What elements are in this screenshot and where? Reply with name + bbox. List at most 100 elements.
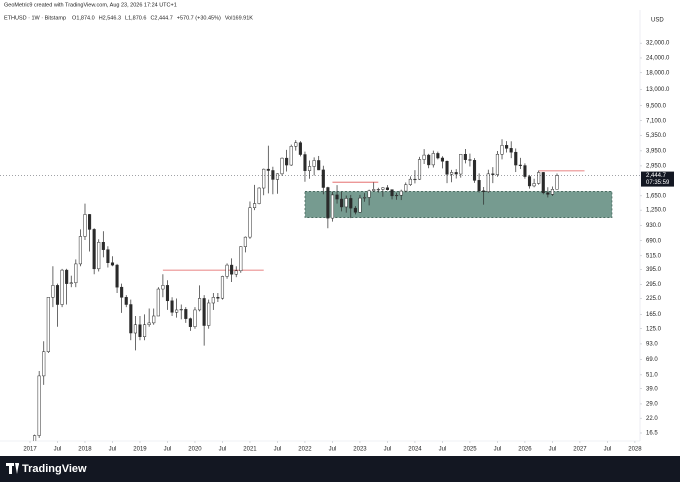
- candle-body: [106, 249, 110, 263]
- candle-body: [266, 168, 270, 171]
- symbol-legend: ETHUSD · 1W · Bitstamp O1,874.0 H2,546.3 L…: [4, 15, 253, 21]
- candle-body: [248, 207, 252, 238]
- candle-body: [390, 189, 394, 197]
- y-tick-label: 930.0: [646, 223, 662, 229]
- candle-body: [156, 288, 160, 317]
- candle-body: [202, 298, 206, 326]
- x-tick-label: 2025: [463, 447, 477, 453]
- quote-item: O1,874.0: [72, 15, 95, 21]
- candle-body: [532, 183, 536, 187]
- candle-body: [454, 172, 458, 175]
- candle-body: [527, 176, 532, 187]
- candle-body: [541, 172, 545, 194]
- candle-body: [523, 165, 527, 177]
- x-tick-label: 2022: [298, 447, 312, 453]
- candle-body: [427, 154, 431, 166]
- candle-body: [207, 302, 211, 326]
- x-tick-label: Jul: [274, 447, 282, 453]
- y-tick-label: 3,950.0: [646, 148, 667, 154]
- quote-item: +570.7 (+30.45%): [177, 15, 221, 21]
- candle-body: [468, 159, 472, 161]
- candle-body: [42, 351, 46, 377]
- candle-body: [518, 164, 522, 166]
- candle-body: [330, 194, 335, 219]
- created-note: GeoMetric9 created with TradingView.com,…: [4, 2, 177, 8]
- candle-body: [413, 178, 417, 181]
- candle-body: [477, 180, 481, 192]
- candle-body: [152, 315, 156, 324]
- symbol: ETHUSD · 1W · Bitstamp: [4, 15, 66, 21]
- logo-text: TradingView: [22, 463, 87, 475]
- plot-area: [33, 139, 613, 441]
- candle-body: [500, 145, 504, 155]
- y-tick-label: 395.0: [646, 267, 662, 273]
- candle-body: [422, 154, 426, 160]
- candle-body: [220, 276, 225, 299]
- candle-body: [97, 242, 101, 270]
- quote-item: C2,444.7: [150, 15, 172, 21]
- candle-body: [399, 190, 403, 196]
- candle-body: [550, 189, 554, 195]
- y-tick-label: 22.0: [646, 416, 658, 422]
- candle-body: [55, 285, 60, 305]
- candle-body: [344, 198, 348, 208]
- candle-body: [509, 148, 513, 153]
- y-tick-label: 13,000.0: [646, 87, 670, 93]
- candle-body: [395, 194, 399, 197]
- countdown-label: 07:35:59: [646, 180, 670, 186]
- x-tick-label: 2028: [628, 447, 642, 453]
- x-tick-label: Jul: [219, 447, 227, 453]
- y-tick-label: 7,100.0: [646, 118, 667, 124]
- candle-body: [271, 170, 275, 180]
- candle-body: [317, 160, 321, 171]
- candle-body: [60, 269, 64, 305]
- candle-body: [381, 187, 385, 190]
- candle-body: [353, 207, 357, 213]
- x-tick-label: 2023: [353, 447, 367, 453]
- y-tick-label: 29.0: [646, 402, 658, 408]
- candle-body: [46, 297, 50, 352]
- candle-body: [133, 324, 137, 334]
- candle-body: [294, 142, 298, 147]
- footer-bar: [0, 456, 680, 482]
- candle-body: [51, 285, 55, 298]
- currency-label: USD: [651, 18, 664, 24]
- candle-body: [193, 309, 197, 327]
- candle-body: [230, 264, 234, 275]
- candle-body: [37, 375, 41, 436]
- candle-body: [349, 198, 353, 209]
- x-tick-label: Jul: [109, 447, 117, 453]
- candle-body: [225, 264, 229, 277]
- candle-body: [138, 324, 142, 337]
- y-tick-label: 93.0: [646, 342, 658, 348]
- candle-body: [88, 214, 92, 230]
- candle-body: [385, 187, 389, 190]
- x-tick-label: 2020: [188, 447, 202, 453]
- candle-body: [170, 300, 174, 313]
- y-tick-label: 515.0: [646, 253, 662, 259]
- range-zone: [304, 191, 613, 218]
- candle-body: [262, 168, 266, 189]
- candle-body: [101, 242, 105, 250]
- y-tick-label: 9,500.0: [646, 103, 667, 109]
- candle-body: [289, 146, 293, 166]
- candle-body: [376, 189, 380, 191]
- candle-body: [505, 145, 509, 149]
- candle-body: [367, 190, 371, 198]
- candle-body: [340, 198, 344, 208]
- candle-body: [495, 154, 499, 175]
- candle-body: [285, 157, 289, 166]
- x-tick-label: Jul: [164, 447, 172, 453]
- candle-body: [372, 189, 376, 192]
- candle-body: [216, 297, 220, 299]
- candle-body: [362, 197, 367, 199]
- candle-body: [92, 229, 96, 270]
- candle-body: [436, 153, 440, 159]
- candle-body: [445, 160, 449, 175]
- candle-body: [326, 187, 330, 219]
- last-price-box: [641, 171, 674, 187]
- candle-body: [335, 194, 339, 200]
- x-tick-label: 2019: [133, 447, 147, 453]
- last-price-label: 2,444.7: [646, 173, 667, 179]
